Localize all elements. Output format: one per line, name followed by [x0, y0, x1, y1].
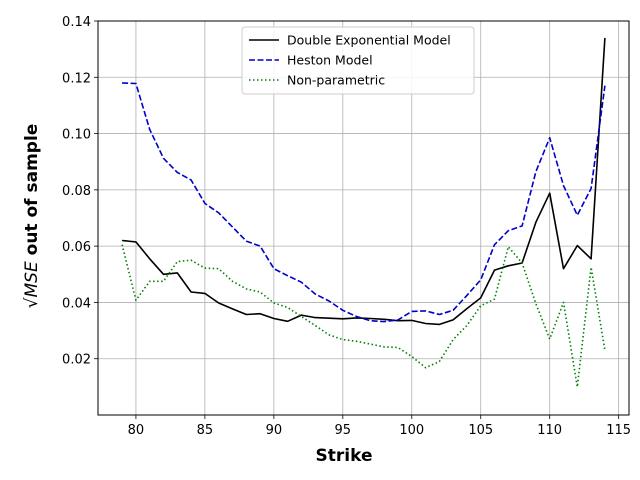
plot-frame: [97, 20, 630, 416]
x-tick-label: 105: [468, 423, 493, 438]
y-tick-label: 0.14: [62, 15, 91, 30]
y-axis-ticks: 0.02 0.04 0.06 0.08 0.10 0.12 0.14: [62, 15, 98, 368]
y-tick-label: 0.12: [62, 71, 91, 86]
y-tick-label: 0.06: [62, 240, 91, 255]
legend-label-2: Heston Model: [287, 53, 373, 68]
series-lines: [121, 37, 606, 388]
legend-label-1: Double Exponential Model: [287, 33, 451, 48]
y-tick-label: 0.02: [62, 353, 91, 368]
x-tick-label: 80: [128, 423, 145, 438]
legend-frame: [241, 26, 475, 95]
y-axis-label: √MSE out of sample: [22, 124, 42, 309]
legend: Double Exponential Model Heston Model Non-…: [241, 26, 475, 95]
y-tick-label: 0.10: [62, 128, 91, 143]
y-axis-label-suffix: out of sample: [22, 124, 42, 262]
y-tick-label: 0.04: [62, 296, 91, 311]
y-axis-label-prefix: √MSE: [22, 261, 42, 308]
series-line-2: [122, 82, 606, 323]
x-tick-label: 85: [197, 423, 214, 438]
series-line-1: [122, 37, 606, 326]
x-tick-label: 100: [399, 423, 424, 438]
y-tick-label: 0.08: [62, 184, 91, 199]
x-axis-ticks: 80 85 90 95 100 105 110 115: [128, 415, 631, 438]
legend-label-3: Non-parametric: [287, 73, 385, 88]
x-tick-label: 95: [335, 423, 352, 438]
x-axis-label: Strike: [316, 446, 373, 466]
x-tick-label: 110: [537, 423, 562, 438]
x-tick-label: 115: [606, 423, 631, 438]
series-line-3: [121, 244, 606, 388]
x-tick-label: 90: [266, 423, 283, 438]
